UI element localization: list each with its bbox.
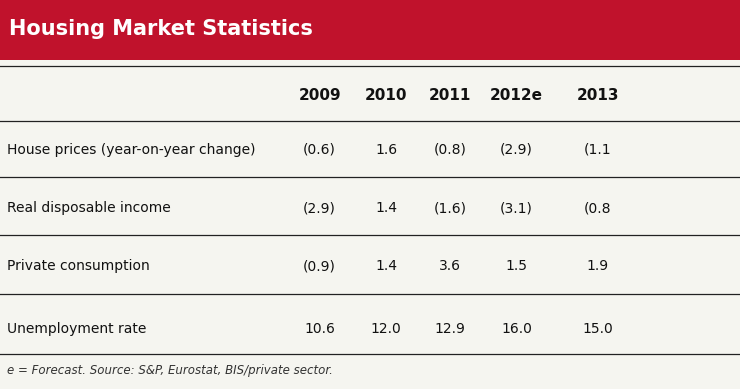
Text: (3.1): (3.1): [500, 201, 533, 215]
Text: 2010: 2010: [365, 88, 408, 103]
Text: 1.4: 1.4: [375, 201, 397, 215]
Text: 1.4: 1.4: [375, 259, 397, 273]
Text: 1.9: 1.9: [587, 259, 609, 273]
Text: Unemployment rate: Unemployment rate: [7, 322, 147, 336]
Text: (2.9): (2.9): [303, 201, 336, 215]
Text: 15.0: 15.0: [582, 322, 613, 336]
Text: 12.9: 12.9: [434, 322, 465, 336]
Text: (0.8): (0.8): [434, 143, 466, 157]
Text: 2011: 2011: [428, 88, 471, 103]
Text: 2012e: 2012e: [490, 88, 543, 103]
Text: 2009: 2009: [298, 88, 341, 103]
Text: House prices (year-on-year change): House prices (year-on-year change): [7, 143, 256, 157]
Text: (1.6): (1.6): [434, 201, 466, 215]
Text: 16.0: 16.0: [501, 322, 532, 336]
Text: 3.6: 3.6: [439, 259, 461, 273]
Text: 1.6: 1.6: [375, 143, 397, 157]
Text: Private consumption: Private consumption: [7, 259, 150, 273]
Text: 12.0: 12.0: [371, 322, 402, 336]
Text: Housing Market Statistics: Housing Market Statistics: [9, 19, 313, 39]
Text: 1.5: 1.5: [505, 259, 528, 273]
Text: (0.9): (0.9): [303, 259, 336, 273]
Text: 10.6: 10.6: [304, 322, 335, 336]
Text: 2013: 2013: [576, 88, 619, 103]
Text: (0.6): (0.6): [303, 143, 336, 157]
Text: (2.9): (2.9): [500, 143, 533, 157]
Text: (0.8: (0.8: [584, 201, 612, 215]
Text: (1.1: (1.1: [584, 143, 612, 157]
Text: Real disposable income: Real disposable income: [7, 201, 171, 215]
Text: e = Forecast. Source: S&P, Eurostat, BIS/private sector.: e = Forecast. Source: S&P, Eurostat, BIS…: [7, 364, 333, 377]
